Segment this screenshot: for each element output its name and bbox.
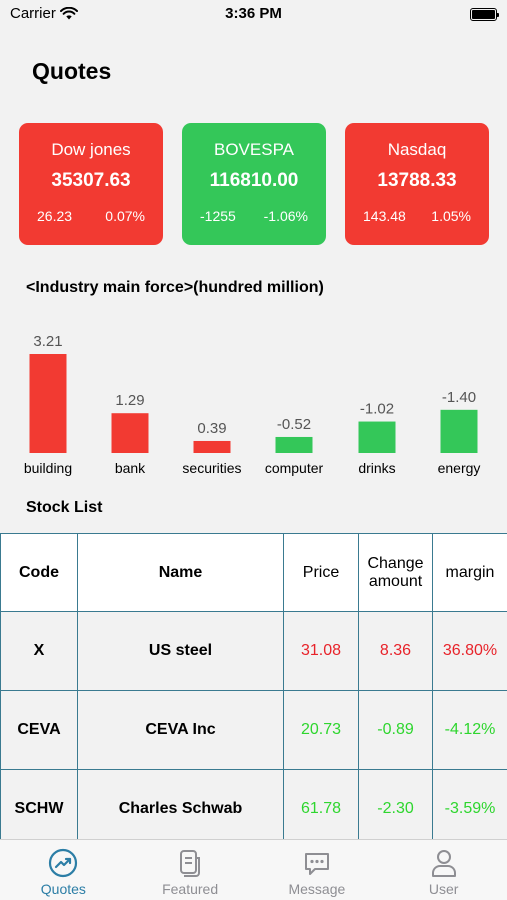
header-code: Code <box>0 533 78 612</box>
table-header-row: Code Name Price Change amount margin <box>0 533 507 612</box>
index-value: 13788.33 <box>377 170 457 191</box>
stock-name: CEVA Inc <box>77 690 284 770</box>
stock-margin: 36.80% <box>432 611 507 691</box>
stock-name: US steel <box>77 611 284 691</box>
stock-table: Code Name Price Change amount margin X U… <box>0 533 507 849</box>
bar-value-label: -1.40 <box>442 389 476 406</box>
chart-trend-icon <box>49 848 78 878</box>
header-change-amount: Change amount <box>358 533 433 612</box>
tab-quotes[interactable]: Quotes <box>0 840 127 900</box>
status-time: 3:36 PM <box>225 5 282 22</box>
index-name: Nasdaq <box>387 140 447 159</box>
tab-label: Featured <box>162 881 219 897</box>
index-name: BOVESPA <box>214 140 294 159</box>
stock-change: 8.36 <box>358 611 433 691</box>
bar-category-label: bank <box>115 460 146 476</box>
stock-code: SCHW <box>0 769 78 849</box>
bar-value-label: -0.52 <box>277 416 311 433</box>
index-change: 26.23 <box>37 208 73 224</box>
industry-bar-chart: 3.21 building 1.29 bank 0.39 securities -0.52 c… <box>0 325 507 480</box>
bar-value-label: 1.29 <box>115 392 144 409</box>
bar-category-label: drinks <box>358 460 395 476</box>
stock-price: 20.73 <box>283 690 359 770</box>
index-percent: 1.05% <box>431 208 471 224</box>
stock-code: X <box>0 611 78 691</box>
tab-label: Quotes <box>40 881 86 897</box>
battery-icon <box>470 8 499 21</box>
index-percent: -1.06% <box>263 208 308 224</box>
index-change: -1255 <box>200 208 236 224</box>
header-price: Price <box>283 533 359 612</box>
bar-computer <box>275 436 313 453</box>
stock-price: 61.78 <box>283 769 359 849</box>
tab-label: Message <box>288 881 346 897</box>
document-icon <box>180 850 201 877</box>
stock-price: 31.08 <box>283 611 359 691</box>
page-title: Quotes <box>32 58 112 84</box>
index-card-dow-jones[interactable]: Dow jones 35307.63 26.23 0.07% <box>19 123 163 245</box>
index-change: 143.48 <box>363 208 406 224</box>
bar-value-label: -1.02 <box>360 401 394 418</box>
index-card-nasdaq[interactable]: Nasdaq 13788.33 143.48 1.05% <box>345 123 489 245</box>
bar-category-label: energy <box>438 460 481 476</box>
stock-change: -2.30 <box>358 769 433 849</box>
tab-user[interactable]: User <box>380 840 507 900</box>
table-row[interactable]: CEVA CEVA Inc 20.73 -0.89 -4.12% <box>0 690 507 770</box>
index-card-bovespa[interactable]: BOVESPA 116810.00 -1255 -1.06% <box>182 123 326 245</box>
tab-label: User <box>428 881 459 897</box>
bar-drinks <box>358 421 396 453</box>
table-row[interactable]: X US steel 31.08 8.36 36.80% <box>0 611 507 691</box>
status-bar: Carrier 3:36 PM <box>0 0 507 30</box>
industry-bar-chart-svg: 3.21 building 1.29 bank 0.39 securities -0.52 c… <box>24 333 481 476</box>
table-row[interactable]: SCHW Charles Schwab 61.78 -2.30 -3.59% <box>0 769 507 849</box>
industry-chart-title: <Industry main force>(hundred million) <box>26 279 324 296</box>
index-name: Dow jones <box>51 140 131 159</box>
bar-building <box>29 354 67 453</box>
bar-securities <box>193 440 231 453</box>
stock-margin: -3.59% <box>432 769 507 849</box>
bar-energy <box>440 409 478 453</box>
header-margin: margin <box>432 533 507 612</box>
index-value: 35307.63 <box>51 170 131 191</box>
bar-category-label: building <box>24 460 72 476</box>
stock-code: CEVA <box>0 690 78 770</box>
bar-bank <box>111 413 149 453</box>
carrier-label: Carrier <box>10 5 56 22</box>
bar-value-label: 0.39 <box>197 420 226 437</box>
bar-category-label: computer <box>265 460 324 476</box>
wifi-icon <box>59 7 78 20</box>
stock-list-title: Stock List <box>26 499 103 516</box>
stock-name: Charles Schwab <box>77 769 284 849</box>
tab-bar: Quotes Featured Message User <box>0 839 507 900</box>
index-value: 116810.00 <box>209 170 299 191</box>
index-cards: Dow jones 35307.63 26.23 0.07% BOVESPA 1… <box>19 123 489 245</box>
stock-margin: -4.12% <box>432 690 507 770</box>
index-percent: 0.07% <box>105 208 145 224</box>
bar-category-label: securities <box>182 460 241 476</box>
tab-message[interactable]: Message <box>254 840 381 900</box>
header-name: Name <box>77 533 284 612</box>
bar-value-label: 3.21 <box>33 333 62 350</box>
stock-change: -0.89 <box>358 690 433 770</box>
carrier-indicator: Carrier <box>10 5 78 22</box>
chat-bubble-icon <box>304 853 329 875</box>
tab-featured[interactable]: Featured <box>127 840 254 900</box>
user-icon <box>431 850 456 877</box>
